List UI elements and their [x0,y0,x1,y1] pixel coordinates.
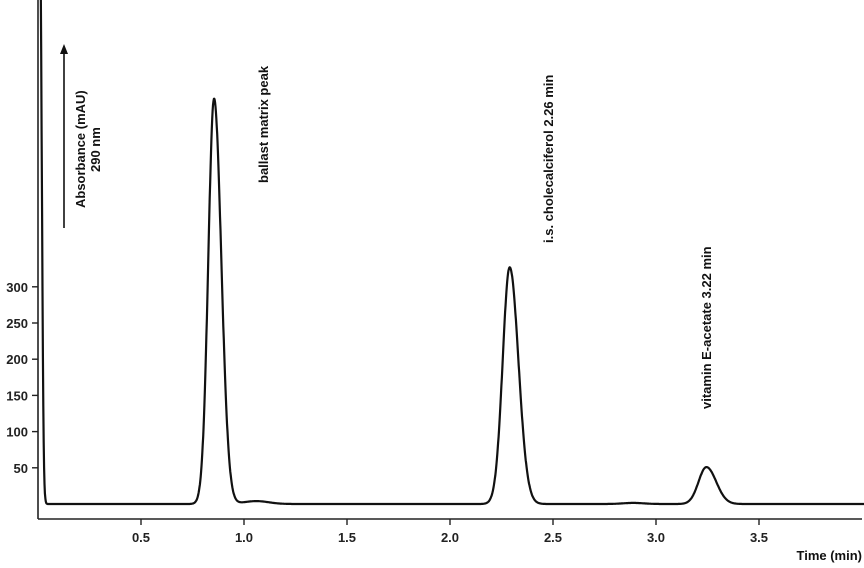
x-ticks: 0.5 1.0 1.5 2.0 2.5 3.0 3.5 [132,519,768,545]
x-tick-label: 2.0 [441,530,459,545]
x-tick-label: 1.5 [338,530,356,545]
x-tick-label: 2.5 [544,530,562,545]
y-tick-label: 50 [14,461,28,476]
x-axis-label: Time (min) [797,548,863,563]
x-tick-label: 3.5 [750,530,768,545]
peak-label-ballast: ballast matrix peak [256,65,271,183]
x-tick-label: 3.0 [647,530,665,545]
y-tick-label: 100 [6,425,28,440]
y-tick-label: 250 [6,316,28,331]
peak-label-vitamin-e: vitamin E-acetate 3.22 min [699,246,714,409]
axes [38,0,862,519]
y-tick-label: 200 [6,352,28,367]
y-tick-label: 150 [6,388,28,403]
y-axis-wavelength: 290 nm [88,127,103,172]
peak-label-cholecalciferol: i.s. cholecalciferol 2.26 min [541,75,556,243]
x-tick-label: 1.0 [235,530,253,545]
y-tick-label: 300 [6,280,28,295]
chromatogram-trace [40,0,864,504]
y-ticks: 50 100 150 200 250 300 [6,280,38,476]
y-axis-arrow [60,44,68,228]
x-tick-label: 0.5 [132,530,150,545]
y-axis-label: Absorbance (mAU) [73,90,88,208]
